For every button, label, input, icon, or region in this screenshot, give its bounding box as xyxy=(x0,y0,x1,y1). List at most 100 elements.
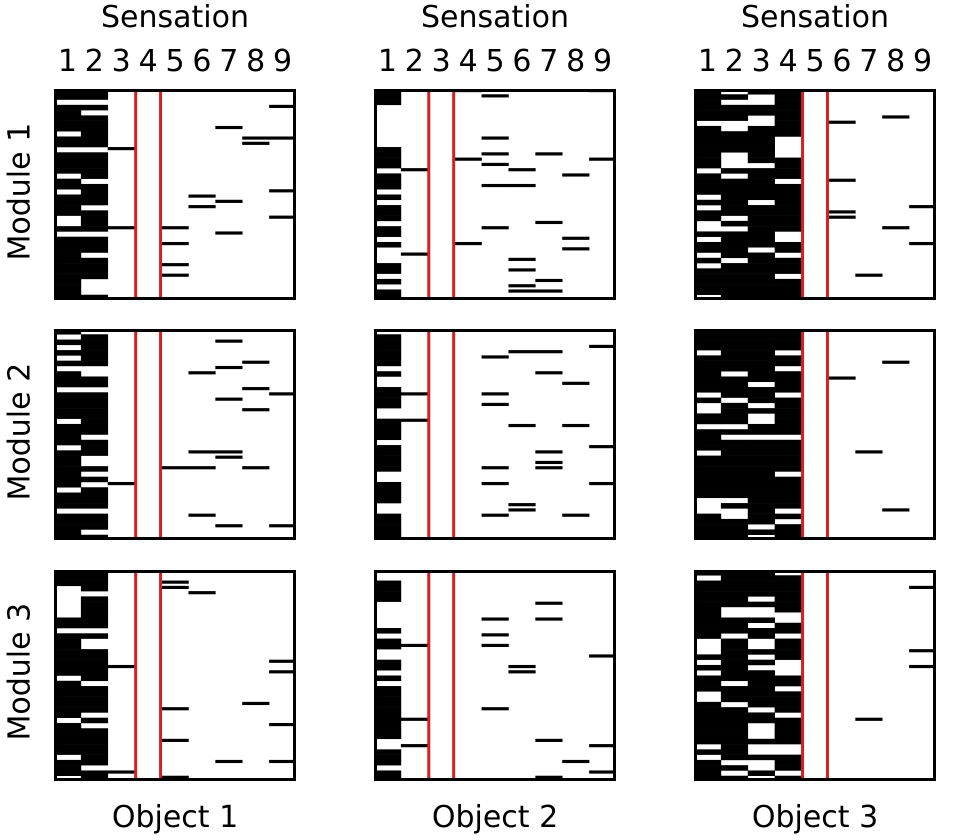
cell xyxy=(54,157,82,164)
cell xyxy=(80,622,109,629)
cell xyxy=(774,418,802,425)
cell xyxy=(54,141,82,148)
cell xyxy=(188,205,216,209)
cell xyxy=(694,612,722,618)
cell xyxy=(694,189,722,195)
cell xyxy=(747,471,775,477)
cell xyxy=(242,701,270,706)
sensation-tick-9: 9 xyxy=(593,44,613,79)
cell xyxy=(54,162,82,169)
cell xyxy=(374,643,402,650)
cell xyxy=(694,591,722,597)
cell xyxy=(747,136,775,143)
cell xyxy=(774,585,802,592)
cell xyxy=(54,455,82,462)
cell xyxy=(747,691,775,697)
cell xyxy=(374,460,402,467)
cell xyxy=(374,241,402,248)
cell xyxy=(242,141,270,145)
cell xyxy=(80,194,109,201)
cell xyxy=(720,241,749,248)
cell xyxy=(774,215,802,222)
cell xyxy=(774,376,802,383)
cell xyxy=(562,759,590,764)
cell xyxy=(720,136,749,143)
cell xyxy=(80,381,109,388)
cell xyxy=(694,289,722,295)
cell xyxy=(774,289,802,295)
cell xyxy=(269,136,296,140)
cell xyxy=(720,638,749,645)
cell xyxy=(720,738,749,745)
cell xyxy=(400,252,429,256)
cell xyxy=(694,439,722,446)
cell xyxy=(54,168,82,174)
cell xyxy=(80,466,109,472)
cell xyxy=(481,466,509,470)
panel-frame xyxy=(374,89,616,300)
cell xyxy=(774,649,802,655)
cell xyxy=(720,147,749,153)
cell xyxy=(54,450,82,456)
cell xyxy=(269,670,296,674)
cell xyxy=(694,381,722,388)
cell xyxy=(80,476,109,483)
cell xyxy=(80,376,109,383)
cell xyxy=(694,284,722,290)
cell xyxy=(694,633,722,639)
cell xyxy=(774,339,802,346)
cell xyxy=(909,241,936,246)
cell xyxy=(161,226,189,230)
cell xyxy=(774,497,802,504)
sensation-tick-1: 1 xyxy=(377,44,397,79)
cell xyxy=(80,392,109,398)
cell xyxy=(694,418,722,425)
cell xyxy=(774,487,802,493)
cell xyxy=(374,518,402,525)
cell xyxy=(694,199,722,206)
cell xyxy=(188,591,216,595)
cell xyxy=(747,397,775,404)
cell xyxy=(508,183,536,188)
cell xyxy=(694,376,722,383)
cell xyxy=(720,575,749,581)
cell xyxy=(107,770,135,774)
cell xyxy=(54,518,82,525)
cell xyxy=(80,524,109,530)
cell xyxy=(54,402,82,409)
cell xyxy=(54,263,82,269)
cell xyxy=(694,628,722,634)
cell xyxy=(694,278,722,285)
cell xyxy=(374,717,402,724)
cell xyxy=(720,418,749,425)
cell xyxy=(242,360,270,364)
cell xyxy=(720,471,749,477)
cell xyxy=(374,278,402,285)
cell xyxy=(242,466,270,470)
cell xyxy=(481,481,509,486)
cell xyxy=(774,263,802,269)
cell xyxy=(508,168,536,172)
cell xyxy=(720,617,749,624)
object-label-3: Object 3 xyxy=(751,800,879,835)
cell xyxy=(774,205,802,211)
cell xyxy=(720,744,749,750)
cell xyxy=(269,104,296,108)
cell xyxy=(374,355,402,361)
cell xyxy=(774,601,802,608)
cell xyxy=(54,617,82,624)
cell xyxy=(374,392,402,398)
sensation-tick-5: 5 xyxy=(165,44,185,79)
cell xyxy=(374,466,402,472)
cell xyxy=(747,738,775,745)
cell xyxy=(694,622,722,629)
cell xyxy=(54,350,82,356)
cell xyxy=(80,617,109,624)
cell xyxy=(215,339,243,343)
cell xyxy=(54,104,82,111)
cell xyxy=(747,754,775,761)
cell xyxy=(269,759,296,764)
cell xyxy=(374,94,402,100)
cell xyxy=(694,115,722,121)
row-title-module-3: Module 3 xyxy=(2,602,38,741)
